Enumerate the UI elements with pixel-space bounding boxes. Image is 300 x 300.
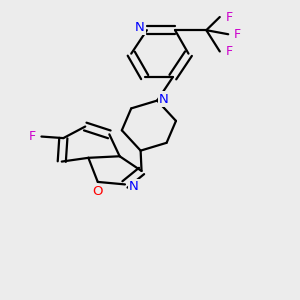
Text: N: N — [159, 92, 169, 106]
Text: F: F — [29, 130, 36, 143]
Text: O: O — [92, 185, 103, 198]
Text: F: F — [234, 28, 241, 41]
Text: F: F — [226, 11, 233, 23]
Text: N: N — [135, 21, 145, 34]
Text: F: F — [226, 45, 233, 58]
Text: N: N — [129, 180, 139, 194]
